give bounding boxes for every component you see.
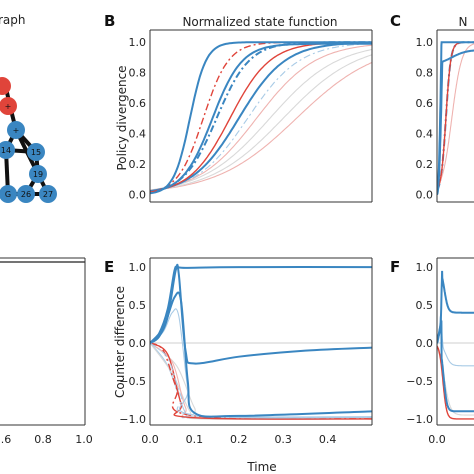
y-tick-label: 0.4 xyxy=(416,128,434,141)
panel-d-xtick: 1.0 xyxy=(75,433,93,446)
panel-a: raph + + 14 15 19 G 26 27 xyxy=(0,13,57,203)
series-line xyxy=(150,42,372,194)
graph-node-label: 15 xyxy=(31,148,41,157)
graph-node xyxy=(29,165,47,183)
graph-node xyxy=(39,185,57,203)
y-tick-label: 1.0 xyxy=(129,261,147,274)
series-line xyxy=(150,41,372,193)
graph-node-label: 26 xyxy=(21,190,31,199)
series-line xyxy=(437,270,474,344)
x-tick-label: 0.0 xyxy=(141,433,159,446)
y-tick-label: 0.2 xyxy=(129,158,147,171)
panel-f-label: F xyxy=(390,258,400,276)
graph-node-label: 27 xyxy=(43,190,53,199)
panel-b-label: B xyxy=(104,12,115,30)
graph-node xyxy=(0,97,17,115)
panel-e-ylabel: Counter difference xyxy=(113,286,127,398)
y-tick-label: 0.4 xyxy=(129,128,147,141)
graph-node xyxy=(27,143,45,161)
panel-c-label: C xyxy=(390,12,401,30)
x-tick-label: 0.0 xyxy=(428,433,446,446)
graph-node-label: + xyxy=(13,126,20,135)
series-line xyxy=(150,41,372,195)
series-line xyxy=(437,49,474,195)
series-line xyxy=(150,42,372,192)
series-line xyxy=(437,345,474,420)
series-line xyxy=(437,320,474,413)
series-line xyxy=(150,308,372,419)
x-tick-label: 0.3 xyxy=(274,433,292,446)
series-line xyxy=(150,265,372,344)
panel-d-xtick: 0.8 xyxy=(34,433,52,446)
panel-e-xlabel: Time xyxy=(246,460,276,474)
graph-node-label: + xyxy=(5,102,12,111)
y-tick-label: 1.0 xyxy=(416,36,434,49)
panel-c-title: N xyxy=(459,15,468,29)
y-tick-label: 0.5 xyxy=(129,299,147,312)
panel-f-axes: −1.0 −0.5 0.0 0.5 1.0 0.0 xyxy=(406,257,474,446)
x-tick-label: 0.2 xyxy=(230,433,248,446)
panel-c-axes: 0.0 0.2 0.4 0.6 0.8 1.0 xyxy=(416,29,474,203)
series-line xyxy=(150,342,372,420)
y-tick-label: 0.6 xyxy=(129,97,147,110)
y-tick-label: 0.8 xyxy=(416,67,434,80)
graph-node xyxy=(17,185,35,203)
series-line xyxy=(150,48,372,191)
series-line xyxy=(150,54,372,191)
series-line xyxy=(437,43,474,188)
y-tick-label: 0.0 xyxy=(129,188,147,201)
panel-e-axes: −1.0 −0.5 0.0 0.5 1.0 0.0 0.1 0.2 0.3 0.4 xyxy=(119,257,373,446)
panel-c-series xyxy=(437,41,474,195)
y-tick-label: −0.5 xyxy=(119,375,146,388)
y-tick-label: 0.6 xyxy=(416,97,434,110)
series-line xyxy=(150,41,372,193)
panel-e-label: E xyxy=(104,258,114,276)
series-line xyxy=(150,263,372,365)
x-tick-label: 0.1 xyxy=(186,433,204,446)
panel-d-xtick: .6 xyxy=(1,433,12,446)
panel-a-title: raph xyxy=(0,13,26,27)
y-tick-label: 0.0 xyxy=(416,188,434,201)
graph-node xyxy=(0,141,15,159)
series-line xyxy=(150,342,372,419)
graph-node xyxy=(0,77,11,95)
y-tick-label: −1.0 xyxy=(406,413,433,426)
x-tick-label: 0.4 xyxy=(319,433,337,446)
y-tick-label: 1.0 xyxy=(416,261,434,274)
series-line xyxy=(150,44,372,191)
y-tick-label: 0.8 xyxy=(129,67,147,80)
graph-node-label: 19 xyxy=(33,170,43,179)
y-tick-label: −1.0 xyxy=(119,413,146,426)
panel-b-axes: 0.0 0.2 0.4 0.6 0.8 1.0 xyxy=(129,29,373,203)
graph-node xyxy=(7,121,25,139)
series-line xyxy=(437,41,474,195)
graph-node-label: 14 xyxy=(1,146,11,155)
y-tick-label: −0.5 xyxy=(406,375,433,388)
y-tick-label: 1.0 xyxy=(129,36,147,49)
panel-d: .6 0.8 1.0 xyxy=(0,257,93,446)
panel-b-series xyxy=(150,41,372,195)
graph-node-label: G xyxy=(5,190,11,199)
series-line xyxy=(150,61,372,192)
y-tick-label: 0.5 xyxy=(416,299,434,312)
panel-e-series xyxy=(150,263,372,421)
panel-f-series xyxy=(437,270,474,420)
panel-b-title: Normalized state function xyxy=(182,15,337,29)
y-tick-label: 0.2 xyxy=(416,158,434,171)
y-tick-label: 0.0 xyxy=(129,337,147,350)
series-line xyxy=(437,312,474,367)
panel-b-ylabel: Policy divergence xyxy=(115,65,129,170)
y-tick-label: 0.0 xyxy=(416,337,434,350)
graph-node xyxy=(0,185,17,203)
